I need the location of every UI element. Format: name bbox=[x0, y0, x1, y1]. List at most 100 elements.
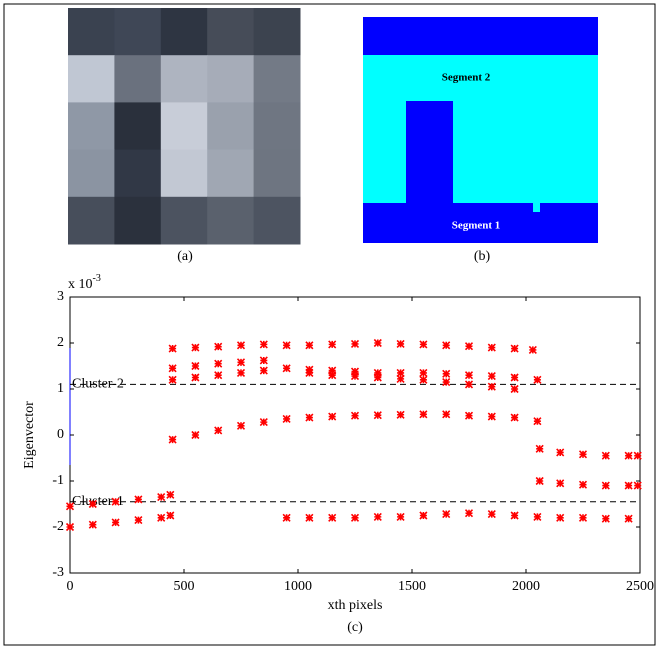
point bbox=[352, 412, 359, 419]
point bbox=[397, 513, 404, 520]
point bbox=[374, 374, 381, 381]
caption-c: (c) bbox=[347, 620, 363, 635]
point bbox=[534, 376, 541, 383]
segment-label: Segment 1 bbox=[452, 220, 501, 232]
point bbox=[580, 451, 587, 458]
point bbox=[397, 411, 404, 418]
point bbox=[215, 360, 222, 367]
point bbox=[67, 524, 74, 531]
point bbox=[557, 449, 564, 456]
point bbox=[580, 514, 587, 521]
point bbox=[352, 340, 359, 347]
point bbox=[466, 381, 473, 388]
point bbox=[135, 517, 142, 524]
point bbox=[534, 513, 541, 520]
x-tick-label: 0 bbox=[67, 579, 74, 594]
point bbox=[260, 341, 267, 348]
point bbox=[89, 501, 96, 508]
page: {"panels": { "a": {"caption": "(a)", "ce… bbox=[0, 0, 660, 650]
point bbox=[306, 414, 313, 421]
caption-b: (b) bbox=[474, 249, 491, 264]
reference-label: Cluster-2 bbox=[72, 377, 124, 392]
x-axis-label: xth pixels bbox=[328, 598, 383, 613]
pixel bbox=[68, 102, 115, 150]
point bbox=[329, 413, 336, 420]
point bbox=[169, 376, 176, 383]
point bbox=[511, 345, 518, 352]
segment-2-region bbox=[533, 203, 540, 212]
point bbox=[534, 418, 541, 425]
pixel bbox=[207, 55, 254, 103]
point bbox=[283, 415, 290, 422]
point bbox=[602, 482, 609, 489]
point bbox=[306, 369, 313, 376]
y-tick-label: -3 bbox=[52, 565, 64, 580]
point bbox=[329, 341, 336, 348]
point bbox=[511, 414, 518, 421]
point bbox=[625, 482, 632, 489]
point bbox=[374, 513, 381, 520]
point bbox=[420, 411, 427, 418]
pixel bbox=[254, 102, 301, 150]
pixel bbox=[254, 8, 301, 56]
point bbox=[625, 452, 632, 459]
pixel bbox=[114, 102, 161, 150]
point bbox=[192, 374, 199, 381]
point bbox=[158, 514, 165, 521]
y-tick-label: 0 bbox=[57, 427, 64, 442]
pixel bbox=[114, 150, 161, 198]
point bbox=[306, 342, 313, 349]
point bbox=[260, 419, 267, 426]
point bbox=[488, 344, 495, 351]
point bbox=[511, 512, 518, 519]
point bbox=[420, 376, 427, 383]
point bbox=[215, 343, 222, 350]
pixel bbox=[68, 8, 115, 56]
point bbox=[443, 511, 450, 518]
point bbox=[283, 365, 290, 372]
point bbox=[625, 515, 632, 522]
pixel bbox=[207, 8, 254, 56]
point bbox=[557, 480, 564, 487]
pixel bbox=[254, 55, 301, 103]
point bbox=[169, 436, 176, 443]
exponent: -3 bbox=[93, 273, 101, 284]
figure: (a) Segment 2 Segment 1 (b) x 10-3 xth p… bbox=[0, 0, 660, 650]
point bbox=[215, 427, 222, 434]
point bbox=[536, 445, 543, 452]
exponent-base: x 10 bbox=[68, 277, 93, 292]
point bbox=[238, 342, 245, 349]
point bbox=[192, 363, 199, 370]
pixel bbox=[207, 150, 254, 198]
point bbox=[466, 510, 473, 517]
segment-label: Segment 2 bbox=[442, 72, 491, 84]
point bbox=[466, 343, 473, 350]
point bbox=[488, 383, 495, 390]
point bbox=[352, 373, 359, 380]
x-tick-label: 500 bbox=[174, 579, 195, 594]
point bbox=[238, 359, 245, 366]
point bbox=[634, 482, 641, 489]
pixel bbox=[254, 197, 301, 245]
y-tick-label: -1 bbox=[52, 473, 64, 488]
point bbox=[135, 496, 142, 503]
point bbox=[192, 344, 199, 351]
point bbox=[374, 340, 381, 347]
point bbox=[511, 374, 518, 381]
point bbox=[67, 503, 74, 510]
point bbox=[602, 452, 609, 459]
point bbox=[329, 372, 336, 379]
point bbox=[420, 369, 427, 376]
point bbox=[374, 412, 381, 419]
pixel bbox=[114, 8, 161, 56]
point bbox=[488, 511, 495, 518]
point bbox=[634, 452, 641, 459]
x-tick-label: 2000 bbox=[512, 579, 540, 594]
pixel bbox=[114, 197, 161, 245]
point bbox=[511, 386, 518, 393]
caption-a: (a) bbox=[177, 249, 193, 264]
pixel bbox=[207, 102, 254, 150]
point bbox=[529, 346, 536, 353]
panel-a-image bbox=[68, 8, 301, 245]
y-tick-label: -2 bbox=[52, 519, 64, 534]
